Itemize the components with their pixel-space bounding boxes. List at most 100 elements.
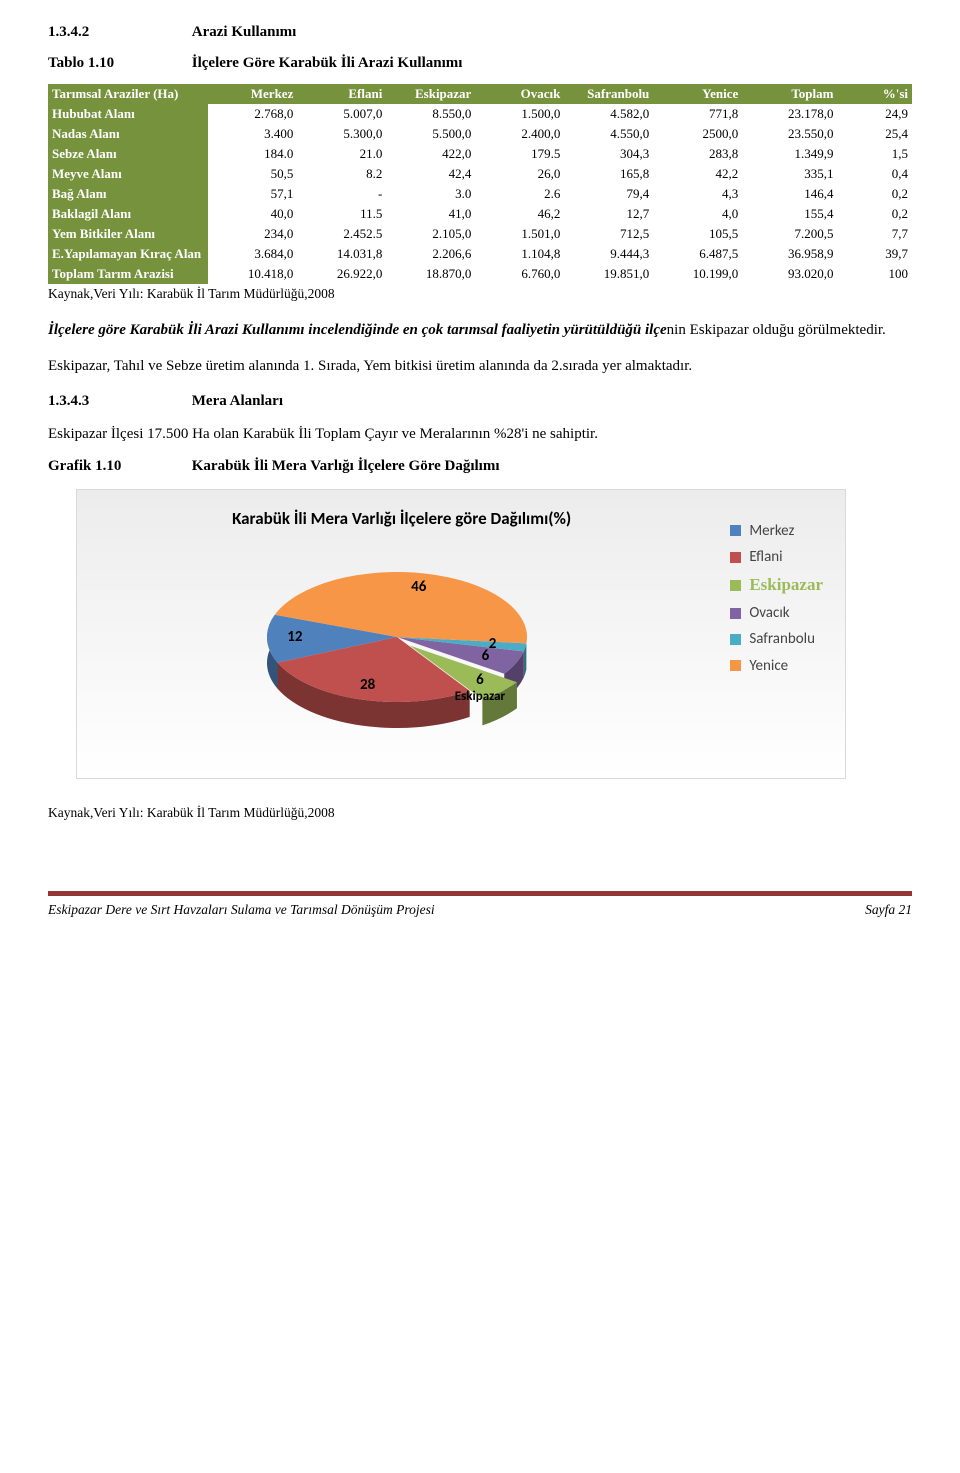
- legend-label: Safranbolu: [749, 626, 815, 652]
- table-rowhead: Bağ Alanı: [48, 184, 208, 204]
- paragraph-2b: .: [688, 358, 692, 374]
- table-caption: Tablo 1.10 İlçelere Göre Karabük İli Ara…: [48, 55, 912, 72]
- table-cell: 2.6: [475, 184, 564, 204]
- pie-slice-label: 46: [411, 578, 426, 596]
- table-cell: 6.760,0: [475, 264, 564, 284]
- table-rowhead: Nadas Alanı: [48, 124, 208, 144]
- legend-swatch: [730, 660, 741, 671]
- paragraph-1-rest: nin Eskipazar olduğu görülmektedir.: [667, 322, 886, 338]
- table-cell: 26.922,0: [297, 264, 386, 284]
- paragraph-1: İlçelere göre Karabük İli Arazi Kullanım…: [48, 320, 912, 340]
- table-cell: 165,8: [564, 164, 653, 184]
- table-row: Hububat Alanı2.768,05.007,08.550,01.500,…: [48, 104, 912, 124]
- table-row: Yem Bitkiler Alanı234,02.452.52.105,01.5…: [48, 224, 912, 244]
- table-cell: 2500,0: [653, 124, 742, 144]
- table-cell: 19.851,0: [564, 264, 653, 284]
- table-row: Nadas Alanı3.4005.300,05.500,02.400,04.5…: [48, 124, 912, 144]
- table-cell: -: [297, 184, 386, 204]
- land-use-table: Tarımsal Araziler (Ha)MerkezEflaniEskipa…: [48, 84, 912, 284]
- section-number-1: 1.3.4.2: [48, 24, 188, 41]
- footer-right: Sayfa 21: [865, 902, 912, 918]
- table-cell: 25,4: [837, 124, 912, 144]
- table-cell: 283,8: [653, 144, 742, 164]
- paragraph-2a: Eskipazar, Tahıl ve Sebze üretim alanınd…: [48, 358, 688, 374]
- table-cell: 57,1: [208, 184, 297, 204]
- table-cell: 155,4: [742, 204, 837, 224]
- table-cell: 11.5: [297, 204, 386, 224]
- table-cell: 1.501,0: [475, 224, 564, 244]
- table-header-cell: Tarımsal Araziler (Ha): [48, 84, 208, 104]
- paragraph-1-emph: İlçelere göre Karabük İli Arazi Kullanım…: [48, 322, 667, 338]
- table-row: Sebze Alanı184.021.0422,0179.5304,3283,8…: [48, 144, 912, 164]
- pie-slice-label: 2: [489, 635, 497, 653]
- table-cell: 0,2: [837, 184, 912, 204]
- table-cell: 9.444,3: [564, 244, 653, 264]
- table-body: Hububat Alanı2.768,05.007,08.550,01.500,…: [48, 104, 912, 284]
- table-cell: 93.020,0: [742, 264, 837, 284]
- table-cell: 4,0: [653, 204, 742, 224]
- pie-slice-label: 28: [360, 676, 375, 694]
- table-cell: 4.582,0: [564, 104, 653, 124]
- table-cell: 39,7: [837, 244, 912, 264]
- table-cell: 0,2: [837, 204, 912, 224]
- table-rowhead: Yem Bitkiler Alanı: [48, 224, 208, 244]
- legend-swatch: [730, 552, 741, 563]
- table-cell: 23.550,0: [742, 124, 837, 144]
- legend-label: Merkez: [749, 518, 794, 544]
- table-row: Toplam Tarım Arazisi10.418,026.922,018.8…: [48, 264, 912, 284]
- section-number-2: 1.3.4.3: [48, 393, 188, 410]
- table-cell: 179.5: [475, 144, 564, 164]
- table-header-cell: Toplam: [742, 84, 837, 104]
- chart-title: Karabük İli Mera Varlığı İlçelere Göre D…: [192, 458, 500, 474]
- table-cell: 3.0: [386, 184, 475, 204]
- table-cell: 7,7: [837, 224, 912, 244]
- chart-caption: Grafik 1.10 Karabük İli Mera Varlığı İlç…: [48, 458, 912, 475]
- table-cell: 12,7: [564, 204, 653, 224]
- table-cell: 8.2: [297, 164, 386, 184]
- table-header-cell: Eskipazar: [386, 84, 475, 104]
- table-cell: 304,3: [564, 144, 653, 164]
- table-cell: 18.870,0: [386, 264, 475, 284]
- table-cell: 2.768,0: [208, 104, 297, 124]
- table-cell: 46,2: [475, 204, 564, 224]
- table-cell: 1.104,8: [475, 244, 564, 264]
- table-cell: 2.400,0: [475, 124, 564, 144]
- table-header-cell: Yenice: [653, 84, 742, 104]
- table-cell: 50,5: [208, 164, 297, 184]
- table-cell: 2.206,6: [386, 244, 475, 264]
- table-cell: 5.300,0: [297, 124, 386, 144]
- table-cell: 234,0: [208, 224, 297, 244]
- pie-slice-label: 12: [287, 628, 302, 646]
- legend-item: Yenice: [730, 653, 823, 679]
- table-row: Meyve Alanı50,58.242,426,0165,842,2335,1…: [48, 164, 912, 184]
- legend-item: Merkez: [730, 518, 823, 544]
- legend-label: Eflani: [749, 544, 782, 570]
- table-cell: 4,3: [653, 184, 742, 204]
- table-cell: 1.500,0: [475, 104, 564, 124]
- table-cell: 8.550,0: [386, 104, 475, 124]
- table-cell: 26,0: [475, 164, 564, 184]
- section-title-2: Mera Alanları: [192, 393, 283, 409]
- table-cell: 4.550,0: [564, 124, 653, 144]
- chart-number: Grafik 1.10: [48, 458, 188, 475]
- table-rowhead: Hububat Alanı: [48, 104, 208, 124]
- section-heading-1: 1.3.4.2 Arazi Kullanımı: [48, 24, 912, 41]
- legend-swatch: [730, 634, 741, 645]
- table-cell: 10.199,0: [653, 264, 742, 284]
- section-heading-2: 1.3.4.3 Mera Alanları: [48, 393, 912, 410]
- pie-chart-left: Karabük İli Mera Varlığı İlçelere göre D…: [99, 508, 704, 737]
- table-cell: 7.200,5: [742, 224, 837, 244]
- table-cell: 1.349,9: [742, 144, 837, 164]
- table-cell: 5.007,0: [297, 104, 386, 124]
- table-rowhead: Baklagil Alanı: [48, 204, 208, 224]
- pie-chart-title: Karabük İli Mera Varlığı İlçelere göre D…: [99, 508, 704, 529]
- table-cell: 21.0: [297, 144, 386, 164]
- table-header-cell: Eflani: [297, 84, 386, 104]
- table-cell: 771,8: [653, 104, 742, 124]
- table-cell: 24,9: [837, 104, 912, 124]
- table-cell: 335,1: [742, 164, 837, 184]
- page-footer: Eskipazar Dere ve Sırt Havzaları Sulama …: [48, 891, 912, 936]
- table-cell: 42,2: [653, 164, 742, 184]
- pie-chart-legend: MerkezEflaniEskipazarOvacıkSafranboluYen…: [730, 508, 823, 679]
- table-cell: 146,4: [742, 184, 837, 204]
